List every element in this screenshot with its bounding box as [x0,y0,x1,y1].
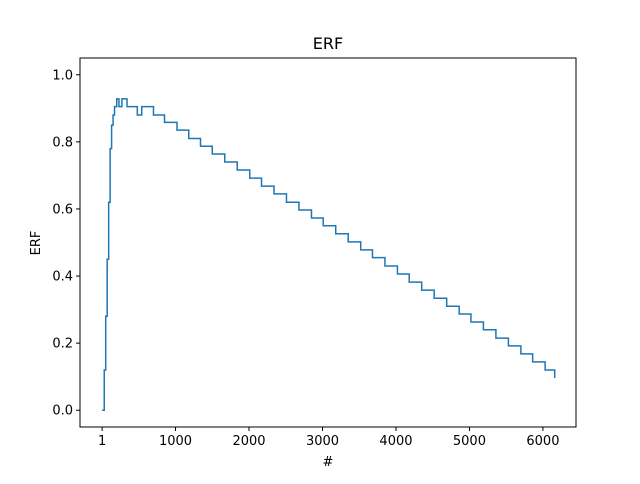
x-tick-label: 3000 [306,434,339,449]
axes-frame [79,57,577,428]
y-axis-ticks: 0.0 0.2 0.4 0.6 0.8 1.0 [52,68,80,419]
y-tick-label: 0.0 [52,404,73,419]
x-axis-label: # [323,455,334,470]
y-tick-label: 0.2 [52,337,73,352]
x-tick-label: 5000 [453,434,486,449]
x-tick-label: 1 [98,434,106,449]
x-tick-label: 4000 [379,434,412,449]
series-line-erf [102,98,556,411]
y-axis-label: ERF [29,231,44,256]
y-tick-label: 0.8 [52,135,73,150]
y-tick-label: 0.4 [52,270,73,285]
plot-area [102,98,556,411]
y-tick-label: 1.0 [52,68,73,83]
y-tick-label: 0.6 [52,202,73,217]
x-tick-label: 2000 [232,434,265,449]
chart-title: ERF [313,34,343,53]
x-tick-label: 1000 [159,434,192,449]
x-axis-ticks: 1 1000 2000 3000 4000 5000 6000 [98,427,559,449]
x-tick-label: 6000 [526,434,559,449]
